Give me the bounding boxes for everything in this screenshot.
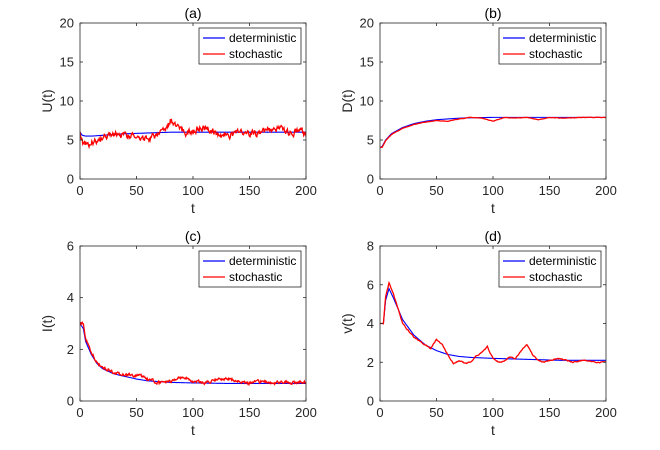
y-tick-label: 0 (367, 394, 374, 409)
x-tick-label: 0 (376, 183, 383, 198)
y-tick-label: 0 (367, 172, 374, 187)
x-axis-label: t (491, 422, 495, 438)
legend-box (198, 250, 302, 288)
x-tick-label: 150 (539, 183, 561, 198)
y-axis-label: U(t) (39, 89, 55, 112)
y-tick-label: 20 (360, 16, 374, 31)
x-tick-label: 50 (429, 405, 443, 420)
y-tick-label: 2 (367, 355, 374, 370)
y-tick-label: 5 (367, 133, 374, 148)
panel-d: 0 50 100 150 200 0 2 4 6 8 (d) t v(t) deterministic st… (339, 228, 617, 438)
y-tick-label: 0 (67, 394, 74, 409)
legend-label-stochastic: stochastic (529, 270, 582, 284)
x-axis-label: t (491, 200, 495, 216)
y-tick-label: 0 (67, 172, 74, 187)
x-tick-label: 100 (182, 405, 204, 420)
x-tick-label: 0 (76, 405, 83, 420)
x-tick-label: 200 (295, 405, 317, 420)
x-tick-label: 0 (76, 183, 83, 198)
x-tick-label: 50 (129, 405, 143, 420)
x-axis-label: t (191, 422, 195, 438)
y-tick-label: 20 (60, 16, 74, 31)
x-axis-label: t (191, 200, 195, 216)
legend-label-stochastic: stochastic (229, 270, 282, 284)
x-tick-label: 150 (239, 405, 261, 420)
stochastic-line (380, 116, 606, 149)
panel-a: 0 50 100 150 200 0 5 10 15 20 (a) t U(t) deterministi… (39, 5, 317, 216)
x-tick-label: 200 (595, 183, 617, 198)
legend-box (498, 27, 602, 65)
x-tick-label: 150 (239, 183, 261, 198)
x-tick-label: 50 (129, 183, 143, 198)
y-tick-label: 4 (67, 290, 74, 305)
panel-title: (b) (484, 5, 501, 21)
legend-label-stochastic: stochastic (229, 47, 282, 61)
legend-box (498, 250, 602, 288)
panel-c: 0 50 100 150 200 0 2 4 6 (c) t I(t) deterministic sto… (39, 228, 317, 438)
x-tick-label: 0 (376, 405, 383, 420)
legend-label-deterministic: deterministic (529, 31, 596, 45)
stochastic-line (80, 321, 306, 387)
legend-label-deterministic: deterministic (229, 254, 296, 268)
legend-label-deterministic: deterministic (229, 31, 296, 45)
x-tick-label: 150 (539, 405, 561, 420)
legend: deterministic stochastic (498, 250, 602, 288)
legend-label-deterministic: deterministic (529, 254, 596, 268)
series-group (380, 116, 606, 149)
panel-b: 0 50 100 150 200 0 5 10 15 20 (b) t D(t) deterministi… (339, 5, 617, 216)
y-tick-label: 4 (367, 316, 374, 331)
y-tick-label: 2 (67, 342, 74, 357)
y-tick-label: 6 (367, 277, 374, 292)
panel-title: (a) (184, 5, 201, 21)
y-tick-label: 5 (67, 133, 74, 148)
legend-label-stochastic: stochastic (529, 47, 582, 61)
legend: deterministic stochastic (498, 27, 602, 65)
series-group (380, 280, 606, 365)
series-group (80, 117, 306, 150)
y-tick-label: 15 (360, 55, 374, 70)
stochastic-line (380, 280, 606, 365)
y-tick-label: 10 (360, 94, 374, 109)
panel-title: (c) (185, 228, 201, 244)
y-tick-label: 10 (60, 94, 74, 109)
x-tick-label: 100 (482, 183, 504, 198)
y-tick-label: 15 (60, 55, 74, 70)
panel-title: (d) (484, 228, 501, 244)
x-tick-label: 100 (482, 405, 504, 420)
x-tick-label: 200 (595, 405, 617, 420)
y-axis-label: I(t) (39, 315, 55, 332)
series-group (80, 321, 306, 387)
y-axis-label: D(t) (339, 89, 355, 112)
y-tick-label: 8 (367, 239, 374, 254)
x-tick-label: 100 (182, 183, 204, 198)
x-tick-label: 200 (295, 183, 317, 198)
x-tick-label: 50 (429, 183, 443, 198)
y-tick-label: 6 (67, 239, 74, 254)
y-axis-label: v(t) (339, 313, 355, 333)
stochastic-line (80, 117, 306, 150)
legend: deterministic stochastic (198, 27, 302, 65)
legend-box (198, 27, 302, 65)
legend: deterministic stochastic (198, 250, 302, 288)
